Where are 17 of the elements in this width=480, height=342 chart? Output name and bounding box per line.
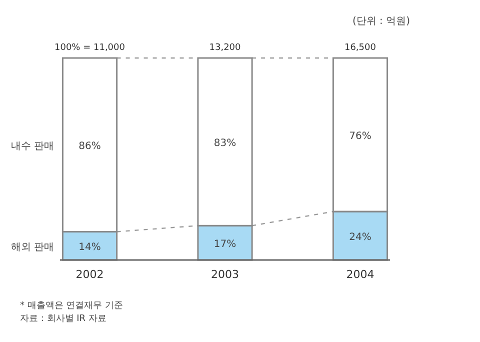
text: 자료 : 회사별 IR 자료 <box>20 314 106 324</box>
data-label: 24% <box>349 232 372 243</box>
series-label: 내수 판매 <box>10 140 54 152</box>
annotation: 16,500 <box>344 43 376 53</box>
data-label: 86% <box>78 140 101 152</box>
x-tick-label: 2002 <box>76 268 104 281</box>
data-label: 17% <box>214 238 236 250</box>
x-tick-label: 2004 <box>346 268 374 281</box>
annotation: 13,200 <box>209 43 242 53</box>
data-label: 76% <box>349 130 372 142</box>
annotation: 100% = 11,000 <box>54 43 126 53</box>
series-label: 해외 판매 <box>10 242 54 253</box>
text: * 매출액은 연결재무 기준 <box>20 301 124 311</box>
data-label: 83% <box>214 138 236 149</box>
data-label: 14% <box>78 242 101 253</box>
text: (단위 : 억원) <box>352 16 410 27</box>
x-tick-label: 2003 <box>211 268 239 281</box>
